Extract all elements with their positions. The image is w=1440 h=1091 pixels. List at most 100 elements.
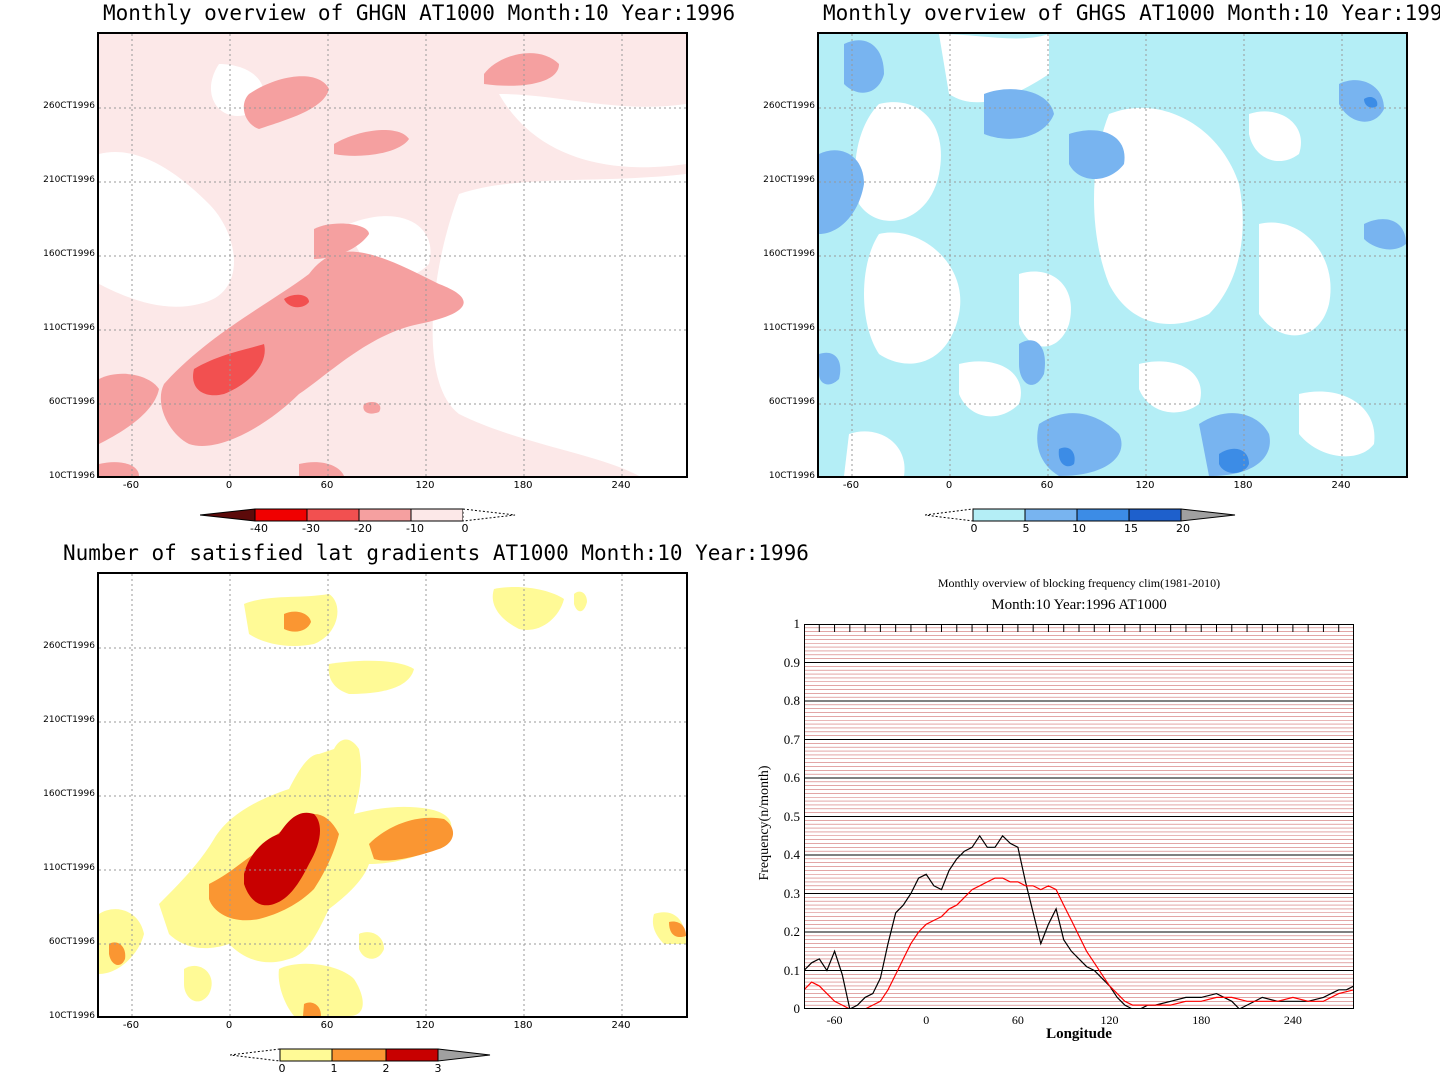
ghgn-region-minus20	[284, 294, 309, 308]
gradients-xtick: 180	[513, 1020, 533, 1031]
ghgn-ytick: 210CT1996	[43, 175, 95, 185]
ghgn-region-zero	[499, 94, 686, 168]
ghgs-region-5	[1019, 340, 1045, 385]
blocking-ytick-label: 1	[793, 616, 801, 631]
ghgs-region-zero	[1094, 107, 1243, 324]
blocking-ytick-label: 0.5	[783, 808, 800, 824]
gradients-map	[99, 574, 686, 1016]
blocking-ytick-label: 0.9	[783, 654, 800, 670]
blocking-xtick-label: 60	[1011, 1013, 1024, 1027]
blocking-ytick-label: 0.7	[783, 731, 800, 747]
ghgs-xtick: 240	[1331, 480, 1351, 491]
ghgs-plot	[817, 32, 1408, 478]
blocking-series	[804, 834, 1354, 1009]
ghgn-region-minus20	[193, 344, 265, 396]
gradients-ytick: 10CT1996	[48, 1011, 95, 1021]
ghgs-ytick: 260CT1996	[763, 101, 815, 111]
ghgn-colorbar	[200, 508, 516, 522]
ghgs-colorbar-label: 20	[1176, 522, 1190, 535]
gradients-region-2	[369, 817, 454, 861]
ghgs-region-zero	[1299, 391, 1375, 457]
gradients-region-1	[328, 660, 414, 694]
ghgn-xtick: 120	[415, 480, 435, 491]
ghgs-region-5	[819, 352, 841, 385]
ghgs-region-zero	[1139, 361, 1201, 413]
gradients-xtick: 60	[320, 1020, 334, 1031]
gradients-xtick: 0	[225, 1020, 233, 1031]
ghgs-region-5	[819, 150, 864, 234]
ghgs-colorbar-label: 5	[1022, 522, 1030, 535]
ghgs-colorbar-label: 15	[1124, 522, 1138, 535]
gradients-region-1	[278, 963, 363, 1016]
blocking-major-gridlines	[804, 624, 1354, 971]
ghgs-region-zero	[1249, 111, 1301, 162]
gradients-xtick: -60	[122, 1020, 140, 1031]
blocking-panel: Monthly overview of blocking frequency c…	[720, 545, 1440, 1091]
blocking-xtick-label: 0	[923, 1013, 930, 1027]
gradients-region-1	[492, 587, 564, 630]
blocking-xtick-label: 240	[1283, 1013, 1302, 1027]
ghgs-ytick: 160CT1996	[763, 249, 815, 259]
ghgs-colorbar	[925, 508, 1236, 522]
ghgs-xtick: 120	[1135, 480, 1155, 491]
ghgn-xtick: 180	[513, 480, 533, 491]
ghgs-region-5	[984, 89, 1054, 139]
gradients-plot	[97, 572, 688, 1018]
ghgs-region-zero	[844, 431, 905, 476]
blocking-ytick-label: 0.2	[783, 924, 800, 939]
gradients-ytick: 260CT1996	[43, 641, 95, 651]
gradients-ytick: 60CT1996	[48, 937, 95, 947]
blocking-ytick-label: 0.3	[783, 885, 800, 901]
blocking-ytick-label: 0	[793, 1001, 801, 1016]
ghgs-region-5	[1339, 80, 1384, 122]
ghgs-panel: Monthly overview of GHGS AT1000 Month:10…	[720, 0, 1440, 545]
blocking-ytick-label: 0.4	[783, 847, 800, 862]
ghgs-xtick: 60	[1040, 480, 1054, 491]
ghgn-ytick: 160CT1996	[43, 249, 95, 259]
ghgs-region-zero	[1019, 271, 1071, 347]
ghgn-title: Monthly overview of GHGN AT1000 Month:10…	[103, 1, 736, 25]
ghgs-title: Monthly overview of GHGS AT1000 Month:10…	[823, 1, 1440, 25]
ghgn-xtick: -60	[122, 480, 140, 491]
gradients-ytick: 110CT1996	[43, 863, 95, 873]
gradients-region-2	[109, 942, 126, 966]
ghgn-region-minus10	[160, 251, 464, 446]
gradients-colorbar-label: 2	[382, 1062, 390, 1075]
ghgs-region-zero	[864, 232, 961, 364]
ghgs-region-10	[1058, 447, 1075, 467]
ghgn-ytick: 10CT1996	[48, 471, 95, 481]
ghgs-xtick: -60	[842, 480, 860, 491]
blocking-subtitle: Month:10 Year:1996 AT1000	[991, 597, 1167, 613]
ghgn-colorbar-label: -10	[406, 522, 424, 535]
ghgn-ytick: 260CT1996	[43, 101, 95, 111]
ghgn-colorbar-label: -40	[250, 522, 268, 535]
ghgs-colorbar-label: 0	[970, 522, 978, 535]
gradients-panel: Number of satisfied lat gradients AT1000…	[0, 540, 809, 1091]
ghgs-xtick: 180	[1233, 480, 1253, 491]
ghgs-region-5	[844, 40, 884, 93]
ghgs-region-5	[1037, 413, 1122, 476]
blocking-ytick-label: 0.6	[783, 770, 800, 785]
ghgn-ytick: 110CT1996	[43, 323, 95, 333]
ghgs-gridlines	[819, 34, 1406, 476]
ghgn-region-minus10	[99, 373, 159, 444]
ghgs-region-zero	[855, 102, 941, 221]
gradients-region-3	[244, 812, 321, 906]
ghgn-colorbar-label: -30	[302, 522, 320, 535]
gradients-colorbar	[230, 1048, 491, 1062]
gradients-colorbar-label: 3	[434, 1062, 442, 1075]
ghgn-gridlines	[99, 34, 686, 476]
ghgs-region-zero	[1259, 222, 1331, 336]
ghgn-panel: Monthly overview of GHGN AT1000 Month:10…	[0, 0, 735, 545]
ghgn-region-minus10	[99, 462, 139, 476]
ghgn-region-minus10	[484, 53, 559, 86]
blocking-xtick-label: -60	[826, 1013, 843, 1027]
ghgn-xtick: 240	[611, 480, 631, 491]
gradients-region-2	[669, 921, 686, 938]
gradients-xtick: 120	[415, 1020, 435, 1031]
blocking-ytick-label: 0.1	[783, 962, 800, 978]
ghgs-region-10	[1364, 96, 1378, 108]
gradients-region-1	[184, 965, 212, 1002]
ghgs-ytick: 110CT1996	[763, 323, 815, 333]
ghgn-region-minus10	[243, 76, 329, 129]
